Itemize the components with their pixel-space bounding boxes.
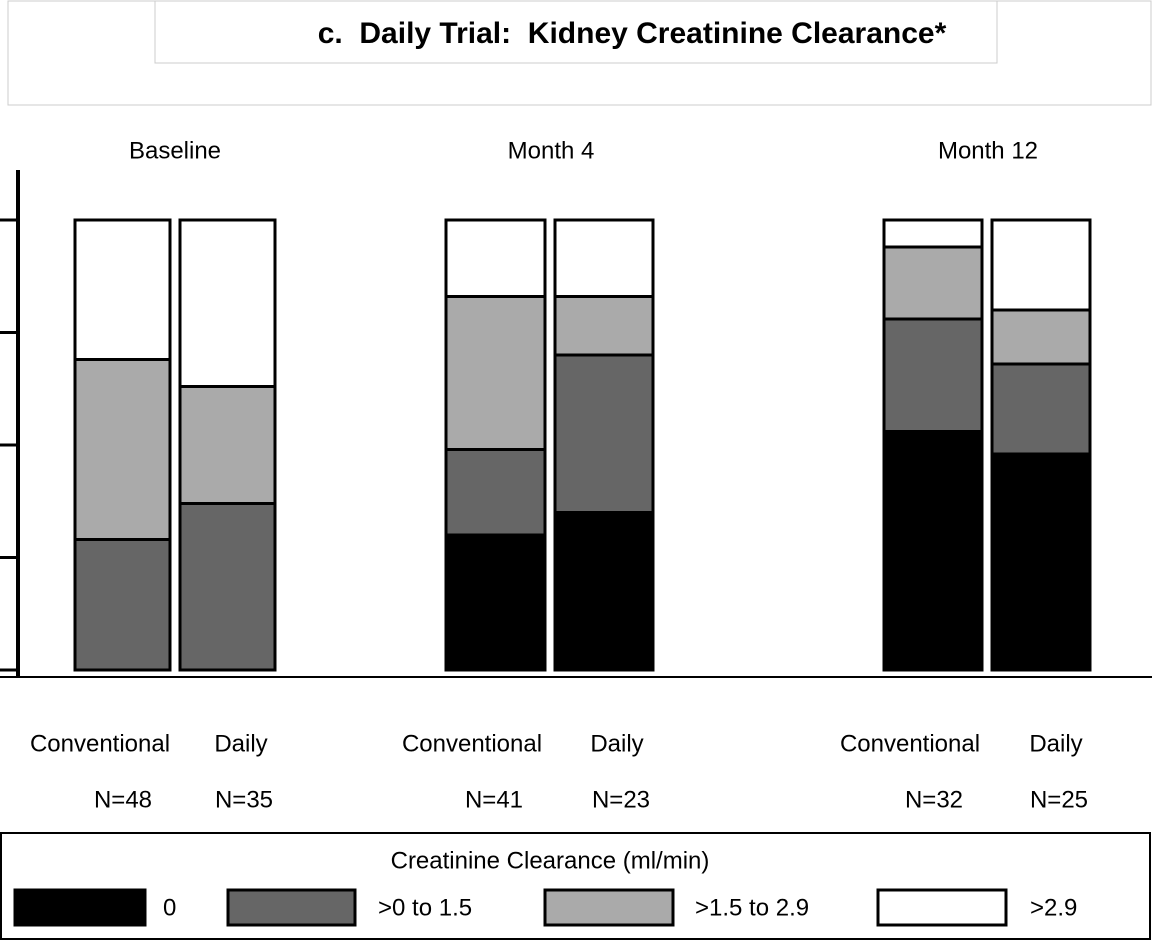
x-tick-label: Daily <box>1029 730 1082 757</box>
n-label: N=41 <box>465 786 523 813</box>
bar-segment <box>178 218 277 388</box>
bar-segment <box>882 430 984 672</box>
bar-segment <box>990 452 1092 672</box>
bar-segment <box>553 511 655 672</box>
legend-box <box>0 832 1151 940</box>
bar-segment <box>990 218 1092 312</box>
legend-title: Creatinine Clearance (ml/min) <box>391 847 710 874</box>
bar-segment <box>990 308 1092 366</box>
bar-segment <box>73 538 172 672</box>
legend-label: >0 to 1.5 <box>378 894 472 921</box>
x-tick-label: Conventional <box>402 730 542 757</box>
chart-title: c. Daily Trial: Kidney Creatinine Cleara… <box>318 17 947 50</box>
n-label: N=48 <box>94 786 152 813</box>
x-tick-label: Daily <box>590 730 643 757</box>
x-tick-label: Conventional <box>30 730 170 757</box>
bar-segment <box>553 295 655 357</box>
bar-segment <box>178 502 277 672</box>
group-label: Month 12 <box>938 137 1038 164</box>
bar-segment <box>444 533 547 672</box>
x-tick-label: Daily <box>214 730 267 757</box>
bar-segment <box>553 353 655 514</box>
bar-segment <box>444 448 547 537</box>
legend-label: >1.5 to 2.9 <box>695 894 809 921</box>
bar-segment <box>553 218 655 298</box>
x-tick-label: Conventional <box>840 730 980 757</box>
legend-swatch <box>876 888 1008 927</box>
bar-segment <box>882 218 984 249</box>
bar-segment <box>73 218 172 361</box>
bar-segment <box>444 295 547 451</box>
bar-segment <box>882 245 984 321</box>
bar-segment <box>73 358 172 541</box>
group-label: Month 4 <box>508 137 595 164</box>
title-box <box>154 0 998 64</box>
group-label: Baseline <box>129 137 221 164</box>
n-label: N=25 <box>1030 786 1088 813</box>
bar-segment <box>882 317 984 433</box>
legend-label: 0 <box>163 894 176 921</box>
n-label: N=35 <box>215 786 273 813</box>
n-label: N=32 <box>905 786 963 813</box>
legend-swatch <box>226 888 357 927</box>
legend-swatch <box>13 888 147 927</box>
legend-label: >2.9 <box>1030 894 1077 921</box>
n-label: N=23 <box>592 786 650 813</box>
legend-swatch <box>543 888 675 927</box>
bar-segment <box>178 385 277 505</box>
bar-segment <box>990 362 1092 456</box>
bar-segment <box>444 218 547 298</box>
